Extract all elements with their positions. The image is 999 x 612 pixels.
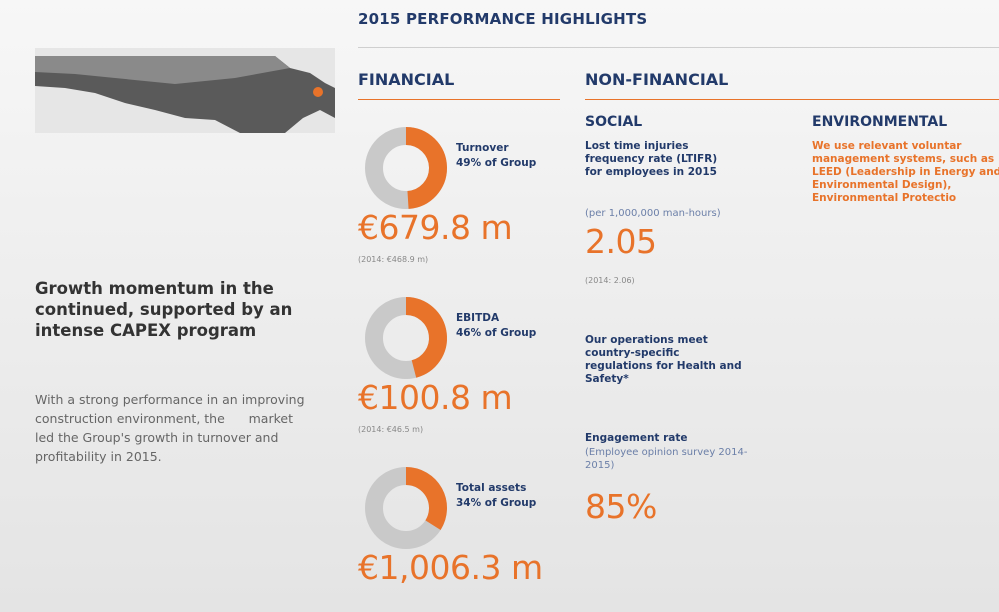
item-previous: (2014: €468.9 m) [358,255,428,264]
item-name: Turnover [456,142,509,155]
item-share: 46% of Group [456,327,536,340]
item-name: EBITDA [456,312,499,325]
donut [358,290,454,386]
item-name: Total assets [456,482,526,495]
item-value: €100.8 m [358,378,512,417]
page: {"header": {"title": "2015 PERFORMANCE H… [0,0,999,612]
donut-share [406,476,438,525]
item-value: €679.8 m [358,208,512,247]
ltifr-value: 2.05 [585,222,656,261]
map [35,48,335,133]
ltifr-note: (per 1,000,000 man-hours) [585,207,721,220]
donut [358,120,454,216]
regulations: Our operations meet country-specific reg… [585,334,745,386]
ltifr-previous: (2014: 2.06) [585,276,635,285]
item-share: 34% of Group [456,497,536,510]
page-title: 2015 PERFORMANCE HIGHLIGHTS [358,10,647,28]
item-share: 49% of Group [456,157,536,170]
engagement-note: (Employee opinion survey 2014-2015) [585,446,775,472]
engagement-label: Engagement rate [585,432,688,445]
item-value: €1,006.3 m [358,548,543,587]
rule [358,47,999,48]
intro-heading: Growth momentum in the continued, suppor… [35,278,305,341]
non-financial-title: NON-FINANCIAL [585,70,728,89]
donut-share [406,306,438,369]
rule [585,99,999,100]
social-title: SOCIAL [585,114,642,130]
ltifr-label: Lost time injuries frequency rate (LTIFR… [585,140,735,179]
environmental-text: We use relevant voluntar management syst… [812,140,999,205]
map-marker [313,87,323,97]
donut-share [406,136,438,200]
rule [358,99,560,100]
environmental-title: ENVIRONMENTAL [812,114,947,130]
financial-title: FINANCIAL [358,70,454,89]
intro-body: With a strong performance in an improvin… [35,390,315,466]
engagement-value: 85% [585,487,657,526]
donut [358,460,454,556]
item-previous: (2014: €46.5 m) [358,425,423,434]
